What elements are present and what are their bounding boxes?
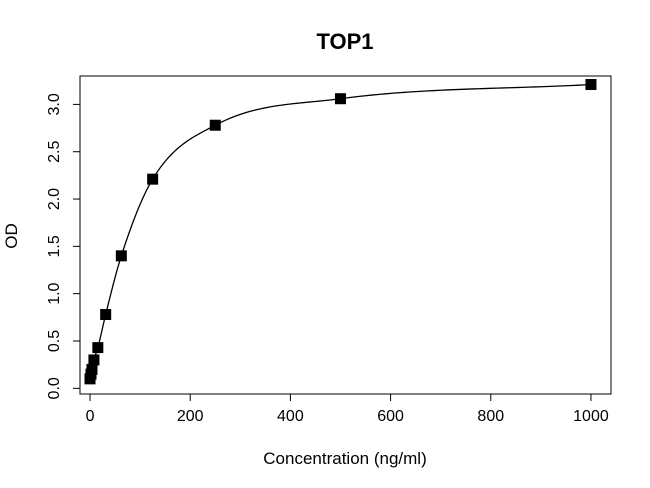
y-tick-label: 2.5 bbox=[46, 140, 63, 162]
data-point bbox=[88, 354, 100, 366]
data-points bbox=[84, 79, 597, 385]
data-point bbox=[147, 173, 159, 185]
x-tick-label: 400 bbox=[277, 408, 304, 425]
data-point bbox=[92, 342, 104, 354]
chart-title: TOP1 bbox=[316, 29, 373, 54]
fit-curve bbox=[89, 83, 591, 379]
y-axis-label: OD bbox=[2, 223, 21, 249]
data-point bbox=[585, 79, 597, 91]
y-tick-label: 0.0 bbox=[46, 377, 63, 399]
data-point bbox=[334, 93, 346, 105]
plot-frame bbox=[79, 75, 612, 395]
y-tick-label: 0.5 bbox=[46, 330, 63, 352]
x-tick-label: 800 bbox=[477, 408, 504, 425]
y-axis: 0.0 0.5 1.0 1.5 2.0 2.5 3.0 bbox=[46, 93, 81, 399]
y-tick-label: 1.0 bbox=[46, 282, 63, 304]
data-point bbox=[115, 250, 127, 262]
y-tick-label: 2.0 bbox=[46, 188, 63, 210]
x-axis: 0 200 400 600 800 1000 bbox=[86, 393, 609, 425]
data-point bbox=[86, 363, 98, 375]
y-tick-label: 1.5 bbox=[46, 235, 63, 257]
x-tick-label: 600 bbox=[377, 408, 404, 425]
x-axis-label: Concentration (ng/ml) bbox=[263, 449, 426, 468]
x-tick-label: 200 bbox=[177, 408, 204, 425]
data-point bbox=[100, 309, 112, 320]
y-tick-label: 3.0 bbox=[46, 93, 63, 115]
x-tick-label: 0 bbox=[86, 408, 95, 425]
data-point bbox=[209, 119, 221, 131]
x-tick-label: 1000 bbox=[573, 408, 609, 425]
